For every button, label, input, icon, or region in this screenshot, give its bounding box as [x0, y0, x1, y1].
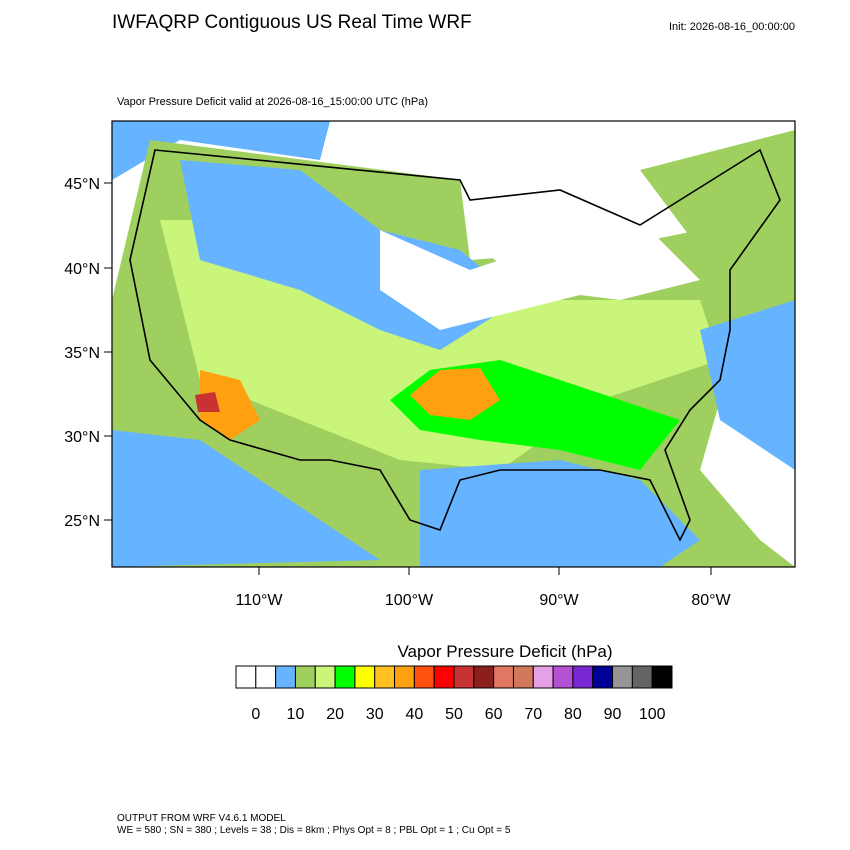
colorbar-box: [572, 665, 594, 689]
lat-label: 35°N: [64, 345, 100, 362]
colorbar-label: 30: [366, 706, 384, 723]
colorbar-box: [235, 665, 257, 689]
colorbar-box: [314, 665, 336, 689]
colorbar-title: Vapor Pressure Deficit (hPa): [397, 642, 612, 661]
lat-label: 45°N: [64, 176, 100, 193]
colorbar-box: [473, 665, 495, 689]
colorbar-box: [413, 665, 435, 689]
colorbar-box: [374, 665, 396, 689]
colorbar-box: [394, 665, 415, 689]
colorbar-label: 0: [251, 706, 260, 723]
colorbar-box: [294, 665, 316, 689]
colorbar-box: [592, 665, 614, 689]
map-field: [112, 121, 795, 567]
lat-label: 30°N: [64, 429, 100, 446]
colorbar-box: [651, 665, 673, 689]
init-time: Init: 2026-08-16_00:00:00: [669, 21, 795, 33]
colorbar-label: 100: [639, 706, 666, 723]
lon-label: 80°W: [691, 592, 731, 609]
colorbar-box: [612, 665, 633, 689]
colorbar-label: 60: [485, 706, 503, 723]
map-frame: [111, 120, 796, 568]
colorbar-box: [532, 665, 554, 689]
footer-line: OUTPUT FROM WRF V4.6.1 MODEL: [117, 813, 286, 824]
colorbar-label: 80: [564, 706, 582, 723]
lon-label: 100°W: [385, 592, 434, 609]
colorbar-label: 20: [326, 706, 344, 723]
colorbar-box: [433, 665, 455, 689]
map-subtitle: Vapor Pressure Deficit valid at 2026-08-…: [117, 96, 428, 108]
colorbar-label: 50: [445, 706, 463, 723]
lat-label: 40°N: [64, 261, 100, 278]
colorbar-box: [354, 665, 376, 689]
colorbar-box: [453, 665, 475, 689]
colorbar-label: 90: [604, 706, 622, 723]
colorbar-label: 10: [287, 706, 305, 723]
title: IWFAQRP Contiguous US Real Time WRF: [112, 12, 472, 33]
colorbar-box: [552, 665, 574, 689]
footer-line: WE = 580 ; SN = 380 ; Levels = 38 ; Dis …: [117, 825, 511, 836]
colorbar-box: [512, 665, 534, 689]
colorbar-box: [255, 665, 277, 689]
colorbar-box: [275, 665, 296, 689]
colorbar-label: 40: [405, 706, 423, 723]
lon-label: 110°W: [235, 592, 283, 609]
colorbar-box: [334, 665, 356, 689]
colorbar-box: [631, 665, 653, 689]
colorbar-label: 70: [524, 706, 542, 723]
lon-label: 90°W: [539, 592, 579, 609]
colorbar-box: [493, 665, 514, 689]
lat-label: 25°N: [64, 513, 100, 530]
